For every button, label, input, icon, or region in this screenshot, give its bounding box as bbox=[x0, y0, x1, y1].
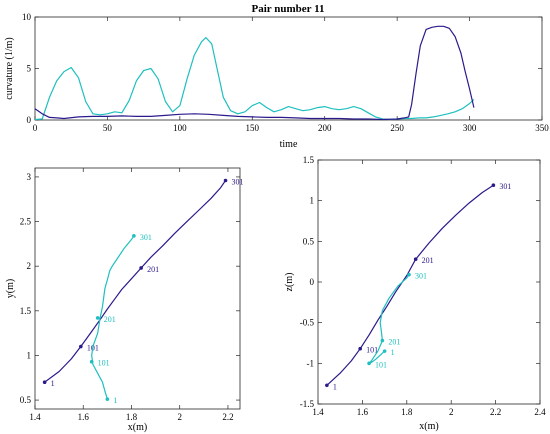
x-tick-label: 0 bbox=[33, 123, 38, 133]
x-tick-label: 350 bbox=[535, 123, 549, 133]
series-marker bbox=[407, 272, 411, 277]
y-tick-label: 1.5 bbox=[20, 306, 32, 316]
point-label: 101 bbox=[98, 359, 110, 368]
y-tick-label: 1 bbox=[27, 350, 32, 360]
series-marker bbox=[367, 361, 371, 366]
series-marker bbox=[89, 359, 94, 364]
y-tick-label: 0.5 bbox=[303, 236, 315, 246]
y-tick-label: -0.5 bbox=[300, 318, 315, 328]
y-tick-label: 2 bbox=[27, 261, 32, 271]
axes-box bbox=[34, 167, 241, 410]
x-tick-label: 2 bbox=[449, 407, 454, 417]
series-marker bbox=[382, 349, 387, 353]
x-tick-label: 2 bbox=[177, 412, 182, 422]
x-tick-label: 1.6 bbox=[357, 407, 369, 417]
chart-title: Pair number 11 bbox=[252, 3, 325, 15]
y-tick-label: 2.5 bbox=[20, 217, 32, 227]
x-tick-label: 2.2 bbox=[490, 407, 501, 417]
xz-trajectory-panel: 1.4 1.6 1.8 2 2.2 2.4 -1.5 -1 -0.5 0 0.5 1 1.5 x(m) z(… bbox=[284, 155, 546, 432]
y-axis-label: curvature (1/m) bbox=[4, 37, 15, 99]
y-tick-label: -1.5 bbox=[300, 399, 315, 409]
x-axis-label: x(m) bbox=[419, 421, 438, 432]
series-marker bbox=[358, 346, 362, 351]
x-tick-label: 1.4 bbox=[312, 407, 324, 417]
y-axis-label: z(m) bbox=[284, 273, 295, 292]
x-tick-label: 2.2 bbox=[222, 412, 233, 422]
x-tick-label: 200 bbox=[318, 123, 332, 133]
y-axis-label: y(m) bbox=[5, 279, 16, 298]
point-label: 201 bbox=[388, 338, 400, 347]
y-tick-label: 1 bbox=[310, 196, 315, 206]
series-marker bbox=[42, 380, 47, 385]
xy-trajectory-panel: 1.4 1.6 1.8 2 2.2 0.5 1 1.5 2 2.5 3 x(m) y(m) 1 101 201… bbox=[5, 167, 244, 433]
y-tick-label: -1 bbox=[307, 358, 315, 368]
x-tick-label: 250 bbox=[390, 123, 404, 133]
x-tick-label: 50 bbox=[103, 123, 113, 133]
point-label: 1 bbox=[113, 396, 117, 405]
point-label: 201 bbox=[422, 256, 434, 265]
x-axis-label: x(m) bbox=[128, 422, 147, 433]
point-label: 301 bbox=[415, 272, 427, 281]
point-label: 101 bbox=[375, 360, 387, 369]
series-marker bbox=[413, 257, 418, 262]
y-tick-label: 0.5 bbox=[20, 395, 32, 405]
point-label: 201 bbox=[104, 315, 116, 324]
point-label: 1 bbox=[333, 382, 337, 391]
point-label: 301 bbox=[232, 177, 244, 186]
x-tick-label: 1.6 bbox=[78, 412, 90, 422]
series-marker bbox=[223, 178, 228, 183]
x-tick-label: 1.8 bbox=[401, 407, 413, 417]
point-label: 301 bbox=[499, 182, 511, 191]
series-marker bbox=[95, 316, 100, 320]
y-tick-label: 5 bbox=[27, 64, 32, 74]
x-axis-label: time bbox=[280, 139, 298, 150]
series-marker bbox=[491, 183, 496, 188]
y-tick-label: 0 bbox=[310, 277, 315, 287]
x-tick-label: 2.4 bbox=[534, 407, 546, 417]
y-tick-label: 3 bbox=[27, 172, 32, 182]
point-label: 101 bbox=[366, 346, 378, 355]
point-label: 301 bbox=[140, 233, 152, 242]
y-tick-label: 0 bbox=[27, 115, 32, 125]
x-tick-label: 100 bbox=[173, 123, 187, 133]
series-line bbox=[34, 25, 475, 121]
x-tick-label: 300 bbox=[463, 123, 477, 133]
point-label: 201 bbox=[147, 265, 159, 274]
point-label: 1 bbox=[51, 379, 55, 388]
y-tick-label: 10 bbox=[22, 12, 32, 22]
curvature-panel: 0 50 100 150 200 250 300 350 0 5 10 time curvature (… bbox=[4, 12, 549, 150]
series-marker bbox=[325, 383, 329, 388]
series-line bbox=[91, 235, 135, 400]
point-label: 1 bbox=[391, 348, 395, 357]
series-marker bbox=[105, 397, 110, 401]
y-tick-label: 1.5 bbox=[303, 155, 315, 165]
series-marker bbox=[380, 338, 385, 343]
x-tick-label: 150 bbox=[246, 123, 260, 133]
series-marker bbox=[132, 234, 136, 238]
series-marker bbox=[79, 344, 83, 349]
x-tick-label: 1.8 bbox=[126, 412, 138, 422]
series-marker bbox=[139, 266, 143, 270]
x-tick-label: 1.4 bbox=[29, 412, 41, 422]
